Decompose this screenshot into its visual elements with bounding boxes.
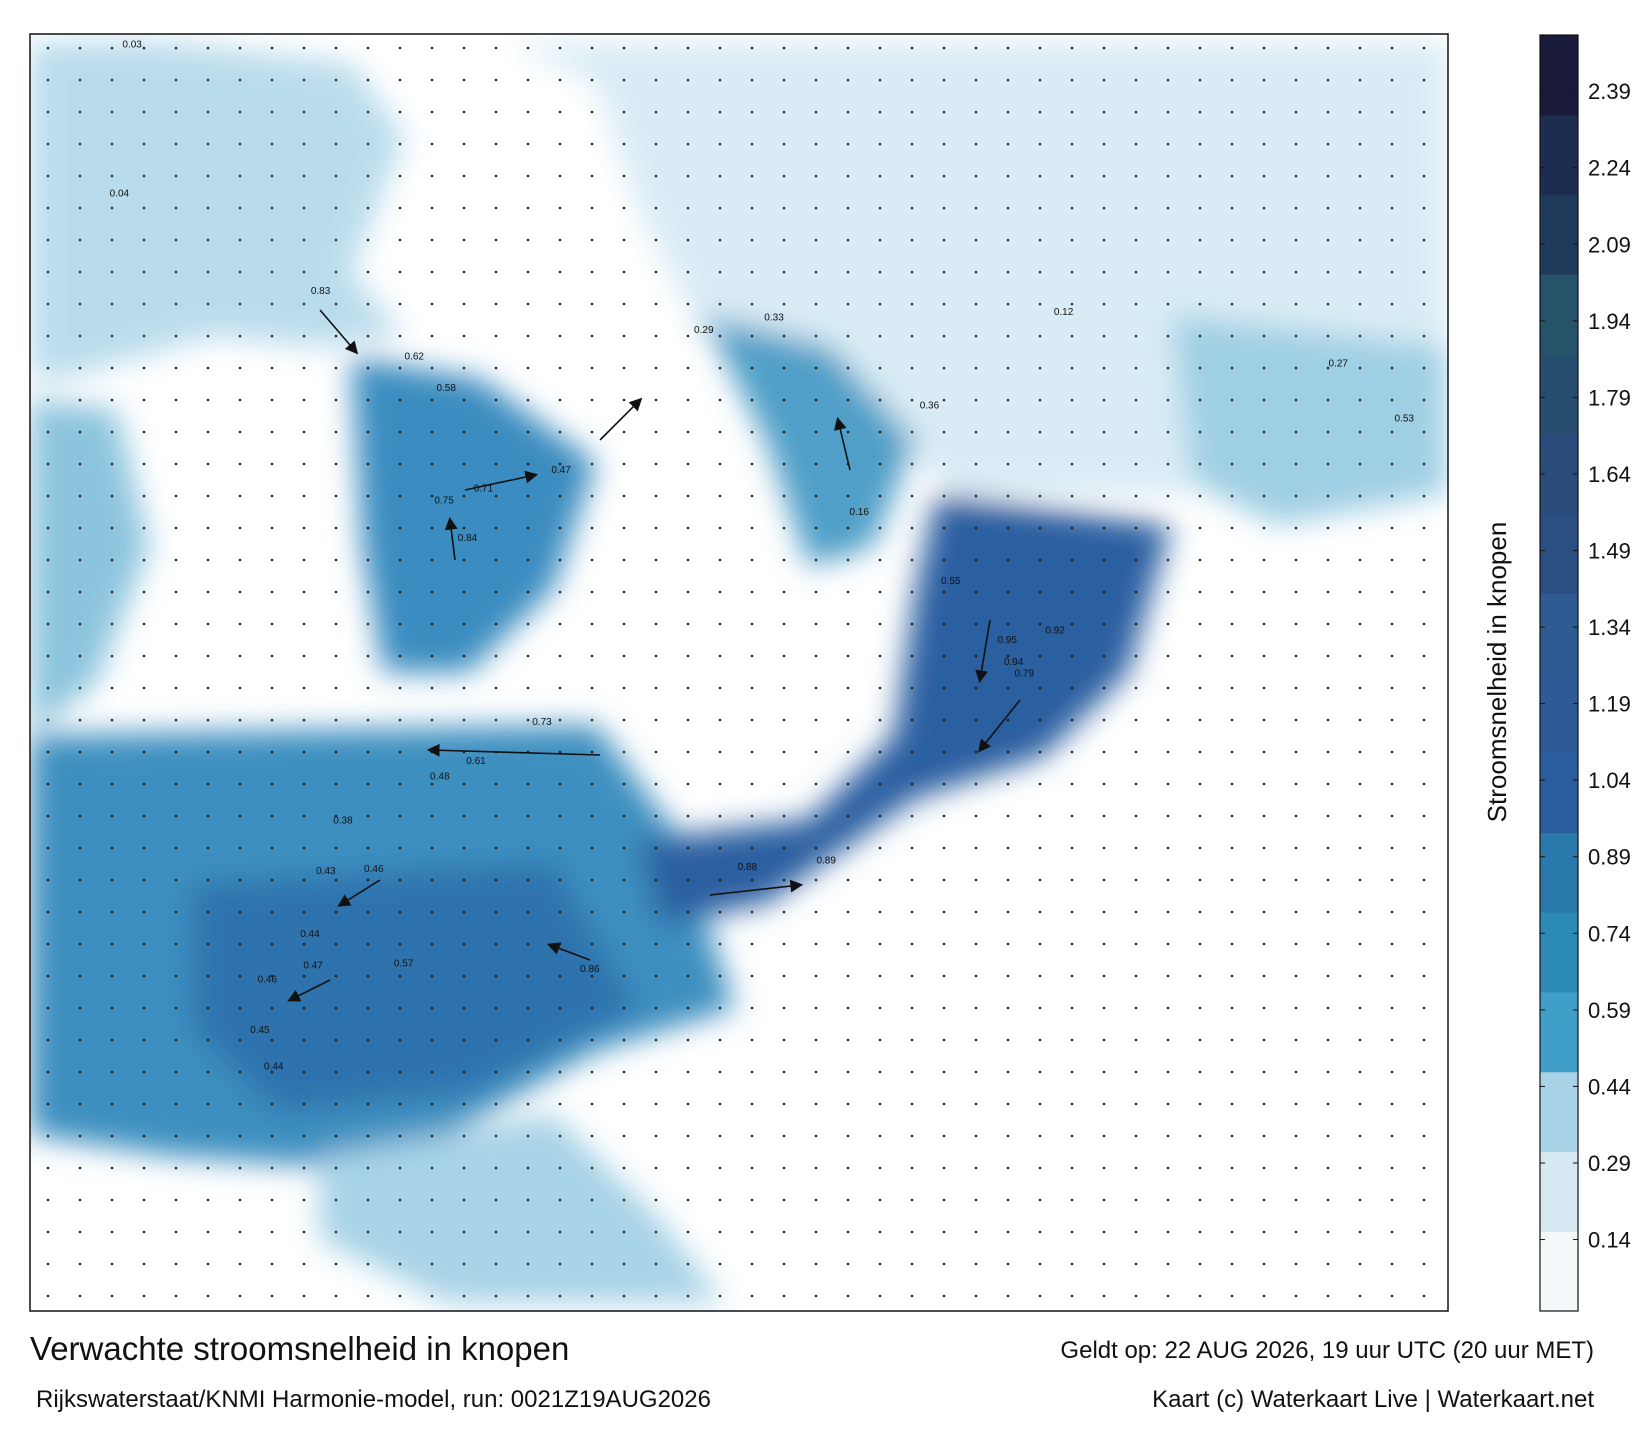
colorbar-tick-label: 1.64 <box>1588 462 1631 487</box>
speed-label: 0.88 <box>738 862 758 873</box>
colorbar-band <box>1540 1231 1578 1312</box>
colorbar-tick-label: 1.34 <box>1588 615 1631 640</box>
colorbar: 0.14 0.29 0.44 0.59 0.74 0.89 1.04 1.19 1.34 1.49… <box>1539 34 1631 1312</box>
title: Verwachte stroomsnelheid in knopen <box>30 1330 569 1367</box>
speed-label: 0.46 <box>258 974 278 985</box>
speed-label: 0.44 <box>264 1062 284 1073</box>
map-frame <box>29 33 1449 1312</box>
colorbar-tick-label: 0.44 <box>1588 1074 1631 1099</box>
speed-label: 0.62 <box>405 351 425 362</box>
colorbar-label: Stroomsnelheid in knopen <box>1482 522 1512 823</box>
speed-label: 0.79 <box>1014 669 1034 680</box>
speed-label: 0.43 <box>316 866 336 877</box>
colorbar-band <box>1540 752 1578 833</box>
colorbar-tick-label: 2.39 <box>1588 79 1631 104</box>
speed-label: 0.46 <box>364 864 384 875</box>
speed-label: 0.33 <box>764 312 784 323</box>
speed-label: 0.12 <box>1054 307 1074 318</box>
speed-label: 0.83 <box>311 286 331 297</box>
colorbar-band <box>1540 274 1578 355</box>
colorbar-tick-label: 0.29 <box>1588 1151 1631 1176</box>
map: 0.83 0.62 0.58 0.71 0.84 0.75 0.47 0.73 0.61 0.48… <box>30 34 1448 1311</box>
speed-label: 0.04 <box>110 188 130 199</box>
speed-label: 0.03 <box>122 39 142 50</box>
speed-label: 0.38 <box>333 816 353 827</box>
speed-label: 0.58 <box>436 383 456 394</box>
colorbar-band <box>1540 114 1578 195</box>
colorbar-band <box>1540 1071 1578 1152</box>
speed-label: 0.45 <box>250 1025 270 1036</box>
speed-label: 0.84 <box>458 533 478 544</box>
speed-label: 0.29 <box>694 325 714 336</box>
colorbar-tick-label: 1.49 <box>1588 539 1631 564</box>
speed-label: 0.61 <box>466 756 486 767</box>
colorbar-band <box>1540 513 1578 594</box>
speed-label: 0.57 <box>394 959 414 970</box>
speed-label: 0.47 <box>303 961 323 972</box>
colorbar-band <box>1540 433 1578 514</box>
speed-label: 0.36 <box>920 401 940 412</box>
speed-label: 0.47 <box>551 465 571 476</box>
speed-label: 0.75 <box>434 495 454 506</box>
colorbar-tick-label: 2.09 <box>1588 232 1631 257</box>
colorbar-tick-label: 1.19 <box>1588 692 1631 717</box>
colorbar-band <box>1540 593 1578 674</box>
colorbar-band <box>1540 1151 1578 1232</box>
colorbar-tick-label: 1.94 <box>1588 309 1631 334</box>
colorbar-tick-label: 0.14 <box>1588 1228 1631 1253</box>
speed-label: 0.16 <box>849 507 869 518</box>
colorbar-band <box>1540 354 1578 435</box>
speed-label: 0.55 <box>941 576 961 587</box>
speed-label: 0.27 <box>1328 359 1348 370</box>
colorbar-band <box>1540 194 1578 275</box>
speed-label: 0.53 <box>1394 413 1414 424</box>
colorbar-band <box>1540 35 1578 116</box>
speed-label: 0.86 <box>580 964 600 975</box>
current-arrows <box>287 309 1021 1002</box>
credit: Kaart (c) Waterkaart Live | Waterkaart.n… <box>1152 1386 1594 1413</box>
speed-labels: 0.83 0.62 0.58 0.71 0.84 0.75 0.47 0.73 0.61 0.48… <box>110 39 1415 1072</box>
colorbar-tick-label: 1.79 <box>1588 385 1631 410</box>
valid-time: Geldt op: 22 AUG 2026, 19 uur UTC (20 uu… <box>1060 1337 1594 1364</box>
speed-label: 0.89 <box>816 856 836 867</box>
colorbar-band <box>1540 832 1578 913</box>
colorbar-tick-label: 2.24 <box>1588 156 1631 181</box>
colorbar-tick-label: 1.04 <box>1588 768 1631 793</box>
colorbar-tick-label: 0.74 <box>1588 921 1631 946</box>
speed-label: 0.94 <box>1004 657 1024 668</box>
speed-label: 0.95 <box>997 635 1017 646</box>
colorbar-frame <box>1539 34 1579 1312</box>
speed-label: 0.44 <box>300 929 320 940</box>
colorbar-band <box>1540 912 1578 993</box>
source: Rijkswaterstaat/KNMI Harmonie-model, run… <box>36 1386 711 1413</box>
speed-label: 0.92 <box>1045 626 1065 637</box>
colorbar-band <box>1540 992 1578 1073</box>
colorbar-tick-label: 0.89 <box>1588 845 1631 870</box>
colorbar-band <box>1540 673 1578 754</box>
speed-label: 0.71 <box>474 484 494 495</box>
colorbar-tick-label: 0.59 <box>1588 998 1631 1023</box>
speed-label: 0.73 <box>532 717 552 728</box>
speed-label: 0.48 <box>430 772 450 783</box>
